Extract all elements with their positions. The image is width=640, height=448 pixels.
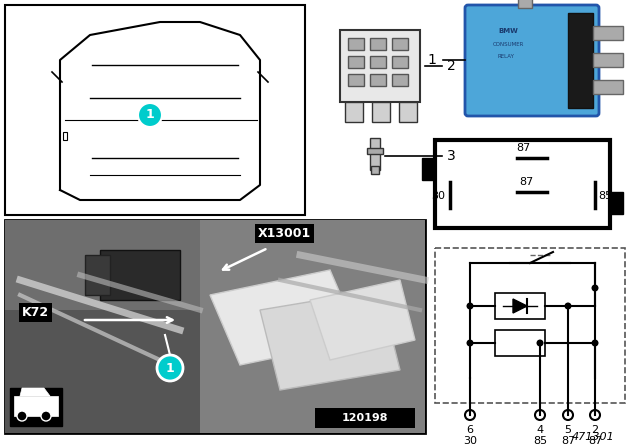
Text: CONSUMER: CONSUMER	[493, 42, 524, 47]
Bar	[348, 74, 364, 86]
Circle shape	[467, 340, 474, 346]
Circle shape	[535, 410, 545, 420]
Bar	[200, 220, 425, 433]
Polygon shape	[260, 290, 400, 390]
Circle shape	[563, 410, 573, 420]
Bar	[610, 192, 623, 214]
Text: 2: 2	[591, 425, 598, 435]
Text: X13001: X13001	[258, 227, 311, 240]
Bar	[100, 250, 180, 300]
Circle shape	[157, 355, 183, 381]
Bar	[392, 38, 408, 50]
Text: RELAY: RELAY	[498, 54, 515, 59]
Text: 87: 87	[561, 436, 575, 446]
Bar	[348, 56, 364, 68]
Circle shape	[564, 302, 572, 310]
Bar	[593, 53, 623, 67]
Bar	[392, 74, 408, 86]
Bar	[348, 38, 364, 50]
Text: 1: 1	[146, 108, 154, 121]
Bar	[392, 56, 408, 68]
Text: 2: 2	[447, 59, 456, 73]
Circle shape	[590, 410, 600, 420]
Text: 4: 4	[536, 425, 543, 435]
Circle shape	[41, 411, 51, 421]
Bar	[5, 220, 425, 433]
Circle shape	[536, 340, 543, 346]
Text: 1: 1	[427, 53, 436, 67]
Bar	[495, 330, 545, 356]
Text: 6: 6	[467, 425, 474, 435]
Text: 85: 85	[533, 436, 547, 446]
Text: 30: 30	[431, 191, 445, 201]
Bar	[568, 13, 593, 108]
Bar	[435, 140, 610, 228]
Text: 471301: 471301	[572, 432, 615, 442]
Text: 87: 87	[519, 177, 533, 187]
Polygon shape	[513, 299, 527, 313]
Polygon shape	[20, 388, 50, 396]
Text: 3: 3	[447, 149, 456, 163]
Text: 30: 30	[463, 436, 477, 446]
Bar	[340, 30, 420, 102]
Bar	[345, 102, 363, 122]
Text: 120198: 120198	[342, 413, 388, 423]
Bar	[5, 5, 305, 215]
Circle shape	[591, 284, 598, 292]
Bar	[370, 38, 386, 50]
FancyBboxPatch shape	[465, 5, 599, 116]
Text: 87: 87	[516, 143, 530, 153]
Text: 1: 1	[166, 362, 174, 375]
Circle shape	[467, 302, 474, 310]
Bar	[10, 388, 62, 426]
Bar	[63, 132, 67, 140]
Polygon shape	[310, 280, 415, 360]
Bar	[5, 310, 225, 433]
Text: 87: 87	[588, 436, 602, 446]
Bar	[422, 158, 435, 180]
Bar	[5, 220, 425, 433]
Bar	[435, 248, 625, 403]
Bar	[518, 0, 532, 8]
Bar	[315, 408, 415, 428]
Polygon shape	[210, 270, 360, 365]
Bar	[593, 80, 623, 94]
Text: 85: 85	[598, 191, 612, 201]
Text: K72: K72	[22, 306, 49, 319]
Bar	[370, 138, 380, 170]
Text: 5: 5	[564, 425, 572, 435]
Bar	[399, 102, 417, 122]
Text: BMW: BMW	[498, 28, 518, 34]
Circle shape	[465, 410, 475, 420]
Circle shape	[591, 340, 598, 346]
Bar	[370, 74, 386, 86]
Bar	[371, 166, 379, 174]
Bar	[372, 102, 390, 122]
Bar	[370, 56, 386, 68]
Bar	[495, 293, 545, 319]
Bar	[14, 396, 58, 416]
Circle shape	[138, 103, 162, 127]
Bar	[367, 148, 383, 154]
Bar	[593, 26, 623, 40]
Circle shape	[17, 411, 27, 421]
Bar	[85, 255, 110, 295]
